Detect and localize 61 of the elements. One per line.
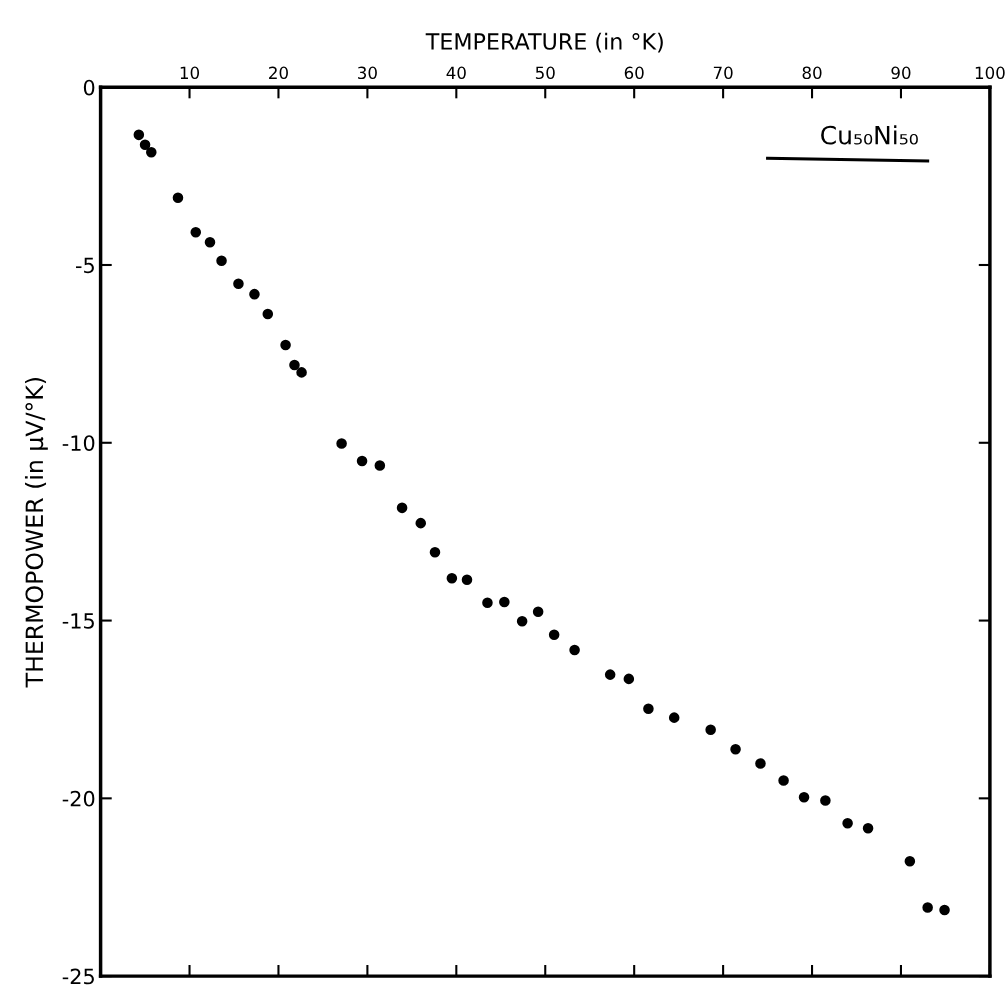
point	[922, 902, 933, 913]
point	[356, 455, 368, 467]
point	[516, 616, 528, 627]
point	[548, 629, 560, 641]
point	[778, 775, 789, 786]
x-tick-label: 70	[713, 66, 733, 80]
point	[461, 574, 473, 585]
x-tick-label: 10	[180, 66, 200, 80]
x-tick-label: 60	[624, 66, 644, 80]
annotation: Cu₅₀Ni₅₀	[821, 125, 918, 145]
point	[133, 129, 145, 141]
point	[233, 278, 244, 290]
y-tick-label: -5	[75, 257, 94, 274]
y-tick-label: -20	[62, 790, 95, 807]
x-tick-label: 100	[975, 66, 1005, 80]
point	[482, 597, 493, 609]
x-tick-label: 80	[802, 66, 822, 80]
point	[820, 795, 831, 806]
x-tick-label: 50	[535, 66, 555, 80]
x-tick-label: 40	[446, 66, 466, 80]
point	[904, 856, 916, 867]
y-tick-label: 0	[83, 79, 95, 96]
y-tick-label: -15	[62, 613, 94, 629]
point	[939, 904, 950, 916]
point	[139, 139, 151, 151]
point	[336, 438, 347, 449]
point	[705, 724, 716, 735]
x-tick-label: 90	[891, 66, 911, 80]
point	[569, 644, 580, 656]
x-tick-label: 30	[358, 66, 377, 80]
point	[862, 822, 874, 834]
point	[262, 308, 274, 320]
point	[216, 255, 227, 266]
point	[730, 744, 741, 755]
point	[499, 596, 510, 608]
point	[798, 792, 810, 803]
point	[204, 236, 216, 248]
point	[842, 817, 853, 829]
x-axis-title: TEMPERATURE (in °K)	[425, 32, 663, 53]
point	[190, 227, 202, 238]
point	[374, 460, 386, 471]
point	[532, 606, 544, 617]
point	[296, 367, 307, 378]
y-tick-label: -10	[62, 435, 95, 451]
point	[643, 703, 654, 715]
point	[172, 192, 184, 204]
point	[623, 673, 635, 685]
point	[446, 572, 458, 584]
point	[289, 359, 300, 371]
point	[668, 712, 680, 723]
point	[429, 547, 441, 558]
x-tick-label: 20	[269, 66, 288, 80]
point	[396, 502, 408, 514]
point	[415, 517, 427, 529]
point	[604, 669, 616, 680]
y-tick-label: -25	[62, 968, 94, 985]
y-axis-title: THERMOPOWER (in μV/°K)	[24, 378, 48, 688]
point	[280, 339, 291, 351]
point	[249, 288, 260, 300]
point	[146, 147, 157, 158]
point	[755, 758, 766, 769]
